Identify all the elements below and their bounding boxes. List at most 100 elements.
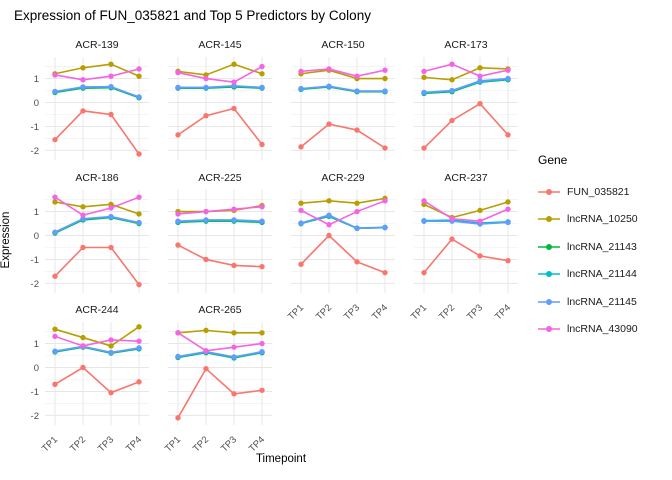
data-point-lncRNA_21145 bbox=[136, 345, 142, 351]
series-line-FUN_035821 bbox=[423, 102, 509, 149]
x-tick-label: TP3 bbox=[219, 434, 239, 454]
series-line-lncRNA_10250 bbox=[54, 326, 140, 347]
facet-panel: ACR-139 1 0 -1 -2 bbox=[31, 39, 149, 160]
x-tick-label: TP1 bbox=[40, 434, 60, 454]
series-line-FUN_035821 bbox=[177, 107, 263, 145]
data-point-FUN_035821 bbox=[382, 269, 388, 276]
series-line-lncRNA_21145 bbox=[54, 215, 140, 233]
data-point-lncRNA_21145 bbox=[175, 353, 181, 360]
data-point-lncRNA_10250 bbox=[477, 65, 483, 71]
data-point-lncRNA_21145 bbox=[259, 218, 265, 224]
facet-ACR-186: ACR-186 1 0 -1 -2 bbox=[31, 172, 149, 293]
data-point-lncRNA_10250 bbox=[421, 74, 427, 81]
legend-key-icon bbox=[538, 243, 560, 250]
data-point-lncRNA_43090 bbox=[421, 198, 427, 204]
data-point-lncRNA_21145 bbox=[505, 75, 511, 82]
data-point-lncRNA_43090 bbox=[80, 77, 86, 83]
data-point-lncRNA_21145 bbox=[382, 88, 388, 94]
data-point-lncRNA_21145 bbox=[108, 213, 114, 220]
data-point-lncRNA_43090 bbox=[298, 68, 304, 75]
x-tick-label: TP3 bbox=[96, 434, 116, 454]
series-line-lncRNA_43090 bbox=[54, 335, 140, 347]
data-point-lncRNA_21145 bbox=[354, 88, 360, 94]
data-point-FUN_035821 bbox=[108, 389, 114, 396]
y-tick-label: -2 bbox=[31, 146, 39, 157]
data-point-lncRNA_21145 bbox=[231, 217, 237, 223]
series-line-lncRNA_21145 bbox=[177, 219, 263, 222]
data-point-FUN_035821 bbox=[449, 117, 455, 124]
data-point-FUN_035821 bbox=[108, 111, 114, 118]
legend-item-FUN_035821: FUN_035821 bbox=[538, 178, 668, 206]
y-tick-label: -1 bbox=[31, 122, 39, 133]
data-point-lncRNA_43090 bbox=[298, 207, 304, 214]
legend-key-point bbox=[546, 271, 552, 278]
series-line-lncRNA_10250 bbox=[300, 69, 385, 80]
data-point-lncRNA_21145 bbox=[52, 348, 58, 354]
data-point-lncRNA_43090 bbox=[203, 75, 209, 82]
facet-panel: ACR-173 bbox=[414, 39, 518, 160]
data-point-FUN_035821 bbox=[477, 101, 483, 107]
x-tick-label: TP4 bbox=[370, 302, 390, 322]
facet-panel: ACR-150 bbox=[291, 39, 395, 160]
data-point-lncRNA_21145 bbox=[52, 229, 58, 235]
data-point-lncRNA_21145 bbox=[298, 220, 304, 226]
legend-key-icon bbox=[538, 216, 560, 223]
facet-ACR-150: ACR-150 bbox=[291, 39, 395, 160]
series-line-FUN_035821 bbox=[177, 367, 263, 419]
facet-strip-label: ACR-139 bbox=[75, 39, 118, 51]
data-point-FUN_035821 bbox=[298, 261, 304, 267]
facet-panel: ACR-225 bbox=[168, 172, 272, 293]
data-point-FUN_035821 bbox=[108, 244, 114, 251]
data-point-lncRNA_43090 bbox=[203, 208, 209, 215]
data-point-FUN_035821 bbox=[175, 132, 181, 138]
series-line-lncRNA_43090 bbox=[177, 65, 263, 83]
data-point-FUN_035821 bbox=[354, 127, 360, 133]
legend-key-point bbox=[546, 298, 552, 305]
x-tick-label: TP2 bbox=[191, 434, 211, 454]
y-tick-label: -1 bbox=[31, 387, 39, 398]
data-point-lncRNA_43090 bbox=[203, 348, 209, 354]
legend-item-lncRNA_43090: lncRNA_43090 bbox=[538, 316, 668, 344]
data-point-FUN_035821 bbox=[477, 253, 483, 259]
data-point-lncRNA_43090 bbox=[80, 343, 86, 349]
data-point-lncRNA_43090 bbox=[52, 194, 58, 200]
data-point-lncRNA_21145 bbox=[421, 89, 427, 96]
facet-strip-label: ACR-265 bbox=[198, 304, 241, 316]
facet-strip-label: ACR-229 bbox=[321, 172, 364, 184]
y-tick-label: 1 bbox=[34, 339, 39, 350]
data-point-lncRNA_21145 bbox=[477, 78, 483, 84]
x-tick-label: TP2 bbox=[437, 302, 457, 322]
data-point-lncRNA_43090 bbox=[449, 61, 455, 67]
series-line-lncRNA_43090 bbox=[54, 68, 140, 81]
series-line-FUN_035821 bbox=[300, 123, 386, 149]
data-point-lncRNA_10250 bbox=[354, 200, 360, 206]
data-point-lncRNA_10250 bbox=[298, 200, 304, 206]
data-point-lncRNA_10250 bbox=[108, 61, 114, 67]
legend-key-point bbox=[546, 326, 552, 333]
series-line-lncRNA_10250 bbox=[300, 197, 386, 204]
facet-ACR-265: ACR-265 TP1 TP2 TP3 TP4 bbox=[163, 304, 272, 454]
series-line-lncRNA_43090 bbox=[423, 200, 509, 222]
data-point-lncRNA_43090 bbox=[382, 198, 388, 204]
x-tick-label: TP4 bbox=[124, 434, 144, 454]
x-axis-title: Timepoint bbox=[255, 453, 307, 465]
legend-item-lncRNA_21145: lncRNA_21145 bbox=[538, 288, 668, 316]
series-line-lncRNA_21145 bbox=[300, 85, 385, 92]
series-line-lncRNA_43090 bbox=[54, 196, 140, 217]
data-point-lncRNA_43090 bbox=[108, 73, 114, 79]
data-point-lncRNA_43090 bbox=[259, 340, 265, 347]
legend-label: FUN_035821 bbox=[567, 185, 630, 198]
data-point-lncRNA_43090 bbox=[326, 222, 332, 228]
y-tick-label: 0 bbox=[34, 98, 39, 109]
data-point-lncRNA_10250 bbox=[505, 199, 511, 205]
facet-ACR-173: ACR-173 bbox=[414, 39, 518, 160]
y-tick-label: 1 bbox=[34, 74, 39, 85]
series-line-lncRNA_21145 bbox=[424, 220, 509, 225]
facet-ACR-229: ACR-229 TP1 TP2 TP3 TP4 bbox=[286, 172, 395, 322]
data-point-lncRNA_21145 bbox=[505, 219, 511, 226]
data-point-lncRNA_43090 bbox=[136, 338, 142, 344]
data-point-FUN_035821 bbox=[326, 121, 332, 127]
data-point-lncRNA_10250 bbox=[477, 207, 483, 214]
data-point-lncRNA_43090 bbox=[108, 337, 114, 343]
data-point-lncRNA_10250 bbox=[326, 198, 332, 204]
